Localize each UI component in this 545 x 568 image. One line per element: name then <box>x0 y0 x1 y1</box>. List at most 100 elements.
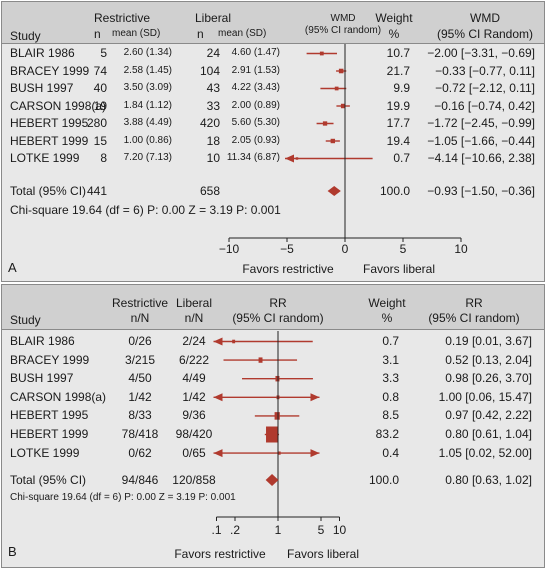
weight-header: Weight <box>375 11 413 25</box>
liberal-column-header: Liberal <box>195 11 232 25</box>
panel-letter: A <box>8 260 17 275</box>
point-estimate <box>275 375 280 382</box>
study-weight: 9.9 <box>393 81 410 95</box>
effect-subheader: (95% CI Random) <box>436 27 534 41</box>
liberal-n: 420 <box>199 116 220 130</box>
x-tick-label: .2 <box>229 523 241 537</box>
forest-plot-a <box>228 44 462 242</box>
liberal-count: 1/42 <box>182 389 206 404</box>
restrictive-n: 8 <box>100 151 107 165</box>
favors-restrictive-label: Favors restrictive <box>242 262 334 276</box>
total-n2: 658 <box>199 184 220 198</box>
plot-title: WMD <box>330 13 356 24</box>
point-estimate <box>330 138 336 144</box>
restrictive-count: 78/418 <box>121 427 159 441</box>
liberal-n: 104 <box>199 63 220 78</box>
ci-arrow-right <box>310 393 320 402</box>
total-weight: 100.0 <box>368 473 399 487</box>
restrictive-n: 5 <box>100 46 107 60</box>
point-estimate <box>319 51 324 56</box>
study-effect: −2.00 [−3.31, −0.69] <box>427 46 535 60</box>
study-weight: 0.4 <box>382 445 399 460</box>
liberal-count: 4/49 <box>182 371 206 386</box>
restrictive-mean-sd: 1.84 (1.12) <box>123 99 172 111</box>
point-estimate <box>295 157 299 160</box>
point-estimate <box>266 426 279 443</box>
study-name: BLAIR 1986 <box>10 46 75 60</box>
restrictive-mean-sd: 2.60 (1.34) <box>123 47 172 58</box>
restrictive-mean-sd: 1.00 (0.86) <box>123 134 172 146</box>
study-effect: 1.00 [0.06, 15.47] <box>438 389 532 404</box>
study-effect: 0.19 [0.01, 3.67] <box>445 334 532 348</box>
point-estimate <box>322 121 328 126</box>
study-effect: −0.16 [−0.74, 0.42] <box>434 98 535 113</box>
study-effect: 0.98 [0.26, 3.70] <box>445 371 532 386</box>
liberal-n: 18 <box>206 133 220 148</box>
study-effect: 0.52 [0.13, 2.04] <box>445 352 532 367</box>
liberal-count: 6/222 <box>178 352 210 367</box>
restrictive-mean-sd: 7.20 (7.13) <box>123 152 172 163</box>
favors-restrictive-label: Favors restrictive <box>174 547 266 561</box>
x-tick-label: .1 <box>211 523 222 537</box>
study-weight: 0.7 <box>393 151 410 165</box>
restrictive-count: 3/215 <box>124 352 156 367</box>
liberal-count: 0/65 <box>182 445 206 460</box>
panel-a-forest-plot: Study Restrictive Liberal n mean (SD) n … <box>1 1 545 282</box>
ci-arrow-left <box>213 449 223 458</box>
restrictive-n-header: n <box>94 27 101 41</box>
study-name: HEBERT 1995 <box>10 408 89 423</box>
restrictive-column-header: Restrictive <box>111 296 169 310</box>
restrictive-n: 19 <box>93 98 107 113</box>
plot-subtitle: (95% CI random) <box>304 25 382 36</box>
liberal-mean-header: mean (SD) <box>218 28 267 39</box>
heterogeneity-stats: Chi-square 19.64 (df = 6) P: 0.00 Z = 3.… <box>10 492 236 503</box>
study-effect: −1.72 [−2.45, −0.99] <box>427 116 535 130</box>
ci-arrow-right <box>310 449 320 458</box>
liberal-mean-sd: 5.60 (5.30) <box>231 117 280 128</box>
restrictive-n: 40 <box>93 81 107 95</box>
study-effect: −4.14 [−10.66, 2.38] <box>427 151 535 165</box>
study-name: BUSH 1997 <box>10 371 74 386</box>
study-weight: 21.7 <box>386 63 410 78</box>
weight-unit: % <box>388 27 400 41</box>
restrictive-mean-sd: 3.88 (4.49) <box>123 117 172 128</box>
study-effect: −0.33 [−0.77, 0.11] <box>435 63 535 78</box>
forest-plot-b <box>213 331 340 521</box>
study-weight: 0.7 <box>382 334 399 348</box>
restrictive-column-header: Restrictive <box>94 11 151 25</box>
point-estimate <box>340 103 346 109</box>
restrictive-nN-header: n/N <box>130 311 150 325</box>
x-tick-label: 10 <box>332 523 347 537</box>
plot-title: RR <box>269 296 287 310</box>
liberal-count: 9/36 <box>182 408 206 423</box>
liberal-nN-header: n/N <box>184 311 204 325</box>
pooled-diamond <box>265 474 279 486</box>
restrictive-n: 74 <box>93 63 107 78</box>
study-name: LOTKE 1999 <box>10 445 80 460</box>
plot-subtitle: (95% CI random) <box>232 311 324 325</box>
panel-b-header <box>2 285 544 330</box>
study-effect: −1.05 [−1.66, −0.44] <box>427 133 535 148</box>
x-tick-label: 5 <box>399 242 407 256</box>
ci-arrow-left <box>213 393 223 402</box>
liberal-n: 33 <box>206 98 220 113</box>
panel-b-forest-plot: Study Restrictive n/N Liberal n/N RR (95… <box>1 284 545 568</box>
liberal-n: 24 <box>206 46 220 60</box>
liberal-mean-sd: 2.91 (1.53) <box>231 64 280 76</box>
pooled-diamond <box>327 186 341 196</box>
favors-liberal-label: Favors liberal <box>362 262 436 276</box>
restrictive-mean-header: mean (SD) <box>112 28 161 39</box>
point-estimate <box>274 412 280 420</box>
study-effect: −0.72 [−2.12, 0.11] <box>435 81 535 95</box>
point-estimate <box>338 68 344 74</box>
study-weight: 8.5 <box>382 408 399 423</box>
effect-header: WMD <box>470 11 500 25</box>
study-name: BRACEY 1999 <box>10 352 90 367</box>
liberal-column-header: Liberal <box>175 296 213 310</box>
effect-subheader: (95% CI random) <box>428 311 520 325</box>
study-effect: 0.80 [0.61, 1.04] <box>445 427 532 441</box>
study-effect: 0.97 [0.42, 2.22] <box>445 408 532 423</box>
x-tick-label: 0 <box>341 242 349 256</box>
study-weight: 17.7 <box>386 116 410 130</box>
liberal-n: 10 <box>206 151 220 165</box>
